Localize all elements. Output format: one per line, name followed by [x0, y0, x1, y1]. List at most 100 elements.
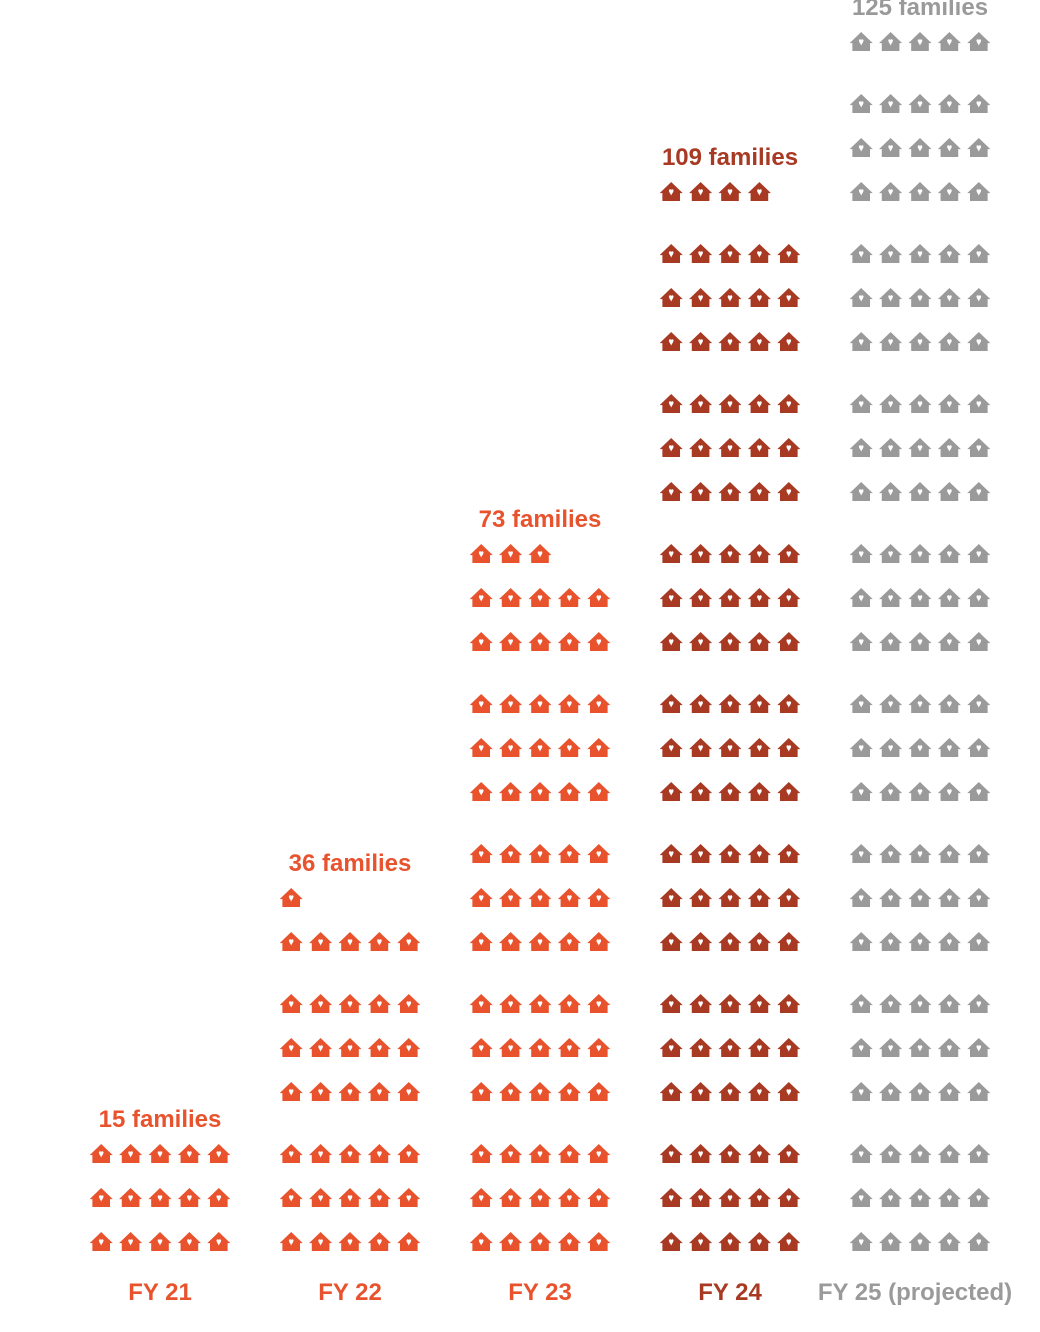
house-icon — [469, 994, 493, 1013]
house-icon — [659, 1144, 683, 1163]
house-icon — [908, 844, 932, 863]
house-icon — [689, 394, 713, 413]
house-icon — [499, 1232, 523, 1251]
house-icon — [499, 1082, 523, 1101]
house-icon — [397, 1188, 421, 1207]
house-icon — [528, 888, 552, 907]
category-label: FY 22 — [318, 1279, 382, 1306]
column-fy-21: 15 families FY 21 — [89, 1106, 231, 1306]
house-icon — [148, 1232, 172, 1251]
house-icon — [279, 888, 303, 907]
column-fy-23: 73 families FY 23 — [469, 506, 611, 1306]
house-icon — [718, 438, 742, 457]
house-icon — [937, 482, 961, 501]
house-icon — [689, 332, 713, 351]
house-icon — [718, 182, 742, 201]
house-icon — [119, 1232, 143, 1251]
house-icon — [587, 888, 611, 907]
house-icon — [338, 1082, 362, 1101]
house-icon — [777, 332, 801, 351]
house-icon — [689, 588, 713, 607]
house-icon — [499, 632, 523, 651]
house-icon — [499, 888, 523, 907]
column-fy-22: 36 families FY 22 — [279, 850, 421, 1306]
house-icon — [777, 1082, 801, 1101]
house-icon — [937, 782, 961, 801]
house-icon — [937, 632, 961, 651]
house-icon — [747, 1082, 771, 1101]
house-icon — [879, 32, 903, 51]
house-icon — [747, 288, 771, 307]
house-icon — [937, 94, 961, 113]
house-icon — [879, 994, 903, 1013]
house-icon — [718, 782, 742, 801]
house-icon — [499, 1144, 523, 1163]
house-icon — [879, 588, 903, 607]
house-icon — [777, 1144, 801, 1163]
house-icon — [777, 694, 801, 713]
house-icon — [937, 694, 961, 713]
house-icon — [397, 1038, 421, 1057]
house-icon — [747, 1188, 771, 1207]
house-icon — [879, 738, 903, 757]
house-icon — [659, 632, 683, 651]
house-icon — [499, 694, 523, 713]
house-icon — [967, 888, 991, 907]
house-icon — [469, 544, 493, 563]
house-icon — [587, 632, 611, 651]
house-icon — [659, 182, 683, 201]
house-icon — [908, 244, 932, 263]
house-icon — [908, 632, 932, 651]
house-icon — [849, 1144, 873, 1163]
value-label: 15 families — [99, 1106, 222, 1133]
house-icon — [718, 632, 742, 651]
house-icon — [777, 438, 801, 457]
house-icon — [849, 482, 873, 501]
house-icon — [967, 94, 991, 113]
house-icon — [528, 694, 552, 713]
house-icon — [469, 1144, 493, 1163]
house-icon — [718, 1082, 742, 1101]
house-icon — [557, 782, 581, 801]
house-icon — [777, 244, 801, 263]
house-icon — [587, 782, 611, 801]
house-icon — [967, 738, 991, 757]
house-icon — [689, 1082, 713, 1101]
house-icon — [967, 288, 991, 307]
house-icon — [528, 994, 552, 1013]
house-icon — [528, 738, 552, 757]
house-icon — [849, 1038, 873, 1057]
house-icon — [397, 994, 421, 1013]
house-icon — [689, 544, 713, 563]
house-icon — [879, 138, 903, 157]
house-icon — [777, 588, 801, 607]
house-icon — [207, 1144, 231, 1163]
house-icon — [849, 94, 873, 113]
house-icon — [469, 888, 493, 907]
house-icon — [908, 394, 932, 413]
house-icon — [747, 1232, 771, 1251]
house-icon — [338, 932, 362, 951]
house-icon — [469, 632, 493, 651]
house-icon — [849, 332, 873, 351]
house-icon — [747, 632, 771, 651]
house-icon — [587, 932, 611, 951]
house-icon — [777, 544, 801, 563]
house-icon — [659, 994, 683, 1013]
house-icon — [659, 588, 683, 607]
house-icon — [557, 1038, 581, 1057]
house-icon — [689, 182, 713, 201]
house-icon — [879, 1144, 903, 1163]
house-icon — [849, 1082, 873, 1101]
house-icon — [718, 244, 742, 263]
house-icon — [908, 1038, 932, 1057]
house-icon — [718, 1232, 742, 1251]
house-icon — [659, 1082, 683, 1101]
house-icon — [747, 394, 771, 413]
house-icon — [967, 244, 991, 263]
house-icon — [849, 1232, 873, 1251]
house-icon — [499, 932, 523, 951]
house-icon — [967, 632, 991, 651]
house-icon — [659, 244, 683, 263]
house-icon — [397, 1232, 421, 1251]
